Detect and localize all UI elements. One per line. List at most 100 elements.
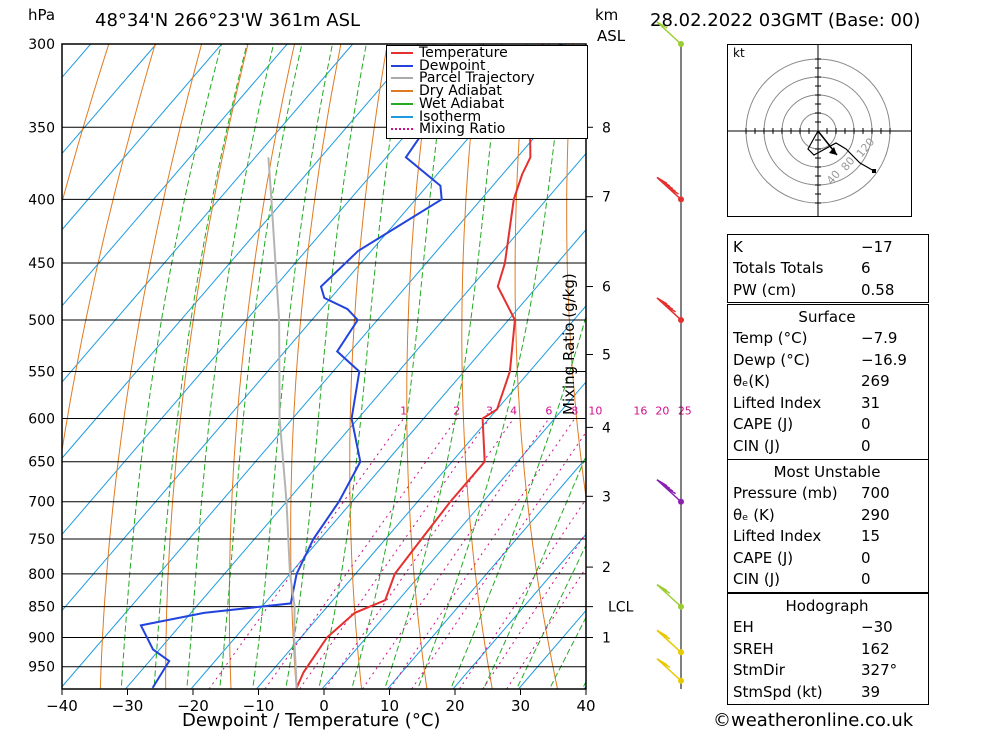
dry-adiabat-line bbox=[99, 44, 203, 689]
legend-entry: Wet Adiabat bbox=[391, 97, 504, 111]
isotherm-line bbox=[0, 44, 25, 689]
surface-index-value: 0 bbox=[861, 415, 871, 434]
wind-barb bbox=[656, 629, 684, 656]
dry-adiabat-line bbox=[62, 44, 156, 454]
general-index-row: PW (cm) 0.58 bbox=[727, 279, 927, 301]
most-unstable-index-label: θₑ (K) bbox=[733, 505, 775, 524]
surface-table: Surface Temp (°C) −7.9 Dewp (°C) −16.9 θₑ(K)… bbox=[727, 306, 927, 457]
legend-label: Dewpoint bbox=[419, 57, 486, 74]
general-index-label: PW (cm) bbox=[733, 280, 797, 299]
most-unstable-index-label: CAPE (J) bbox=[733, 548, 794, 567]
general-index-row: K −17 bbox=[727, 236, 927, 258]
isotherm-line bbox=[62, 44, 157, 155]
surface-index-value: 269 bbox=[861, 372, 890, 391]
height-tick-label: LCL bbox=[608, 600, 634, 616]
hodograph-index-value: −30 bbox=[861, 618, 893, 637]
legend-label: Dry Adiabat bbox=[419, 83, 502, 100]
wet-adiabat-line bbox=[153, 44, 248, 689]
general-index-value: 6 bbox=[861, 259, 871, 278]
isotherm-line bbox=[62, 76, 586, 688]
mixing-ratio-line bbox=[506, 567, 586, 689]
surface-index-value: 31 bbox=[861, 393, 881, 412]
height-tick-label: 4 bbox=[602, 420, 611, 436]
wind-barb bbox=[656, 658, 684, 684]
surface-index-label: θₑ(K) bbox=[733, 372, 770, 391]
wind-barb bbox=[656, 176, 684, 203]
legend-swatch bbox=[391, 90, 413, 93]
wet-adiabat-line bbox=[450, 314, 586, 689]
legend-entry: Dry Adiabat bbox=[391, 83, 502, 100]
dry-adiabat-line bbox=[290, 44, 342, 689]
x-tick-label: −20 bbox=[177, 697, 209, 715]
website-credit[interactable]: ©weatheronline.co.uk bbox=[713, 710, 914, 731]
surface-index-row: Lifted Index 31 bbox=[727, 392, 927, 414]
hodograph-index-row: StmDir 327° bbox=[727, 660, 927, 682]
dry-adiabat-line bbox=[461, 44, 493, 689]
surface-index-label: CAPE (J) bbox=[733, 415, 794, 434]
isotherm-line bbox=[62, 44, 354, 383]
mixing-ratio-line bbox=[299, 418, 490, 689]
most-unstable-index-value: 0 bbox=[861, 570, 871, 589]
dry-adiabat-line bbox=[349, 44, 388, 689]
wet-adiabat-line bbox=[186, 44, 275, 689]
most-unstable-title: Most Unstable bbox=[773, 462, 881, 481]
legend-swatch bbox=[391, 77, 413, 80]
most-unstable-table: Most Unstable Pressure (mb) 700 θₑ (K) 290 L… bbox=[727, 461, 927, 590]
height-tick-label: 3 bbox=[602, 489, 611, 505]
x-tick-label: 40 bbox=[576, 697, 595, 715]
storm-motion-arrowhead bbox=[829, 147, 837, 155]
pressure-tick-label: 750 bbox=[28, 532, 55, 548]
pressure-tick-label: 550 bbox=[28, 364, 55, 380]
surface-index-label: Lifted Index bbox=[733, 393, 822, 412]
general-index-value: 0.58 bbox=[861, 280, 895, 299]
isotherm-line bbox=[62, 44, 485, 536]
asl-unit-label: ASL bbox=[597, 27, 626, 45]
general-indices-box bbox=[727, 234, 929, 303]
pressure-tick-label: 700 bbox=[28, 495, 55, 511]
isotherm-line bbox=[452, 533, 586, 689]
x-tick-label: −10 bbox=[243, 697, 275, 715]
surface-index-row: θₑ(K) 269 bbox=[727, 371, 927, 393]
legend-swatch bbox=[391, 115, 413, 118]
dry-adiabat-line bbox=[406, 44, 435, 689]
pressure-tick-label: 500 bbox=[28, 313, 55, 329]
parcel-trajectory-line bbox=[267, 157, 298, 688]
hodograph-index-value: 162 bbox=[861, 639, 890, 658]
temperature-line bbox=[295, 44, 544, 689]
most-unstable-index-row: θₑ (K) 290 bbox=[727, 504, 927, 526]
legend-entry: Parcel Trajectory bbox=[391, 70, 535, 87]
mixing-ratio-label: 3 bbox=[486, 404, 493, 417]
legend-label: Isotherm bbox=[419, 108, 482, 125]
legend-label: Temperature bbox=[419, 45, 508, 61]
surface-index-label: Temp (°C) bbox=[733, 329, 808, 348]
most-unstable-index-value: 700 bbox=[861, 484, 890, 503]
general-index-label: K bbox=[733, 237, 743, 256]
hodograph-index-label: SREH bbox=[733, 639, 774, 658]
pressure-tick-label: 950 bbox=[28, 660, 55, 676]
surface-index-row: CIN (J) 0 bbox=[727, 435, 927, 457]
surface-index-label: Dewp (°C) bbox=[733, 350, 811, 369]
legend-swatch bbox=[391, 128, 413, 131]
mixing-ratio-line bbox=[361, 418, 550, 689]
mixing-ratio-line bbox=[208, 418, 405, 689]
x-tick-label: 10 bbox=[380, 697, 399, 715]
hodograph-index-row: EH −30 bbox=[727, 617, 927, 639]
mixing-ratio-label: 25 bbox=[678, 404, 692, 417]
height-tick-label: 7 bbox=[602, 190, 611, 206]
most-unstable-index-row: CAPE (J) 0 bbox=[727, 547, 927, 569]
isotherm-line bbox=[125, 152, 586, 689]
legend-entry: Isotherm bbox=[391, 108, 482, 125]
mixing-ratio-label: 1 bbox=[400, 404, 407, 417]
dry-adiabat-line bbox=[165, 44, 249, 689]
mixing-ratio-line bbox=[324, 418, 515, 689]
height-tick-label: 6 bbox=[602, 280, 611, 296]
isotherm-line bbox=[62, 44, 223, 231]
most-unstable-index-value: 0 bbox=[861, 548, 871, 567]
x-tick-label: −40 bbox=[46, 697, 78, 715]
legend-label: Mixing Ratio bbox=[419, 121, 506, 138]
most-unstable-index-label: Lifted Index bbox=[733, 527, 822, 546]
x-tick-label: 0 bbox=[319, 697, 329, 715]
legend-label: Parcel Trajectory bbox=[419, 70, 535, 87]
mixing-ratio-label: 2 bbox=[453, 404, 460, 417]
